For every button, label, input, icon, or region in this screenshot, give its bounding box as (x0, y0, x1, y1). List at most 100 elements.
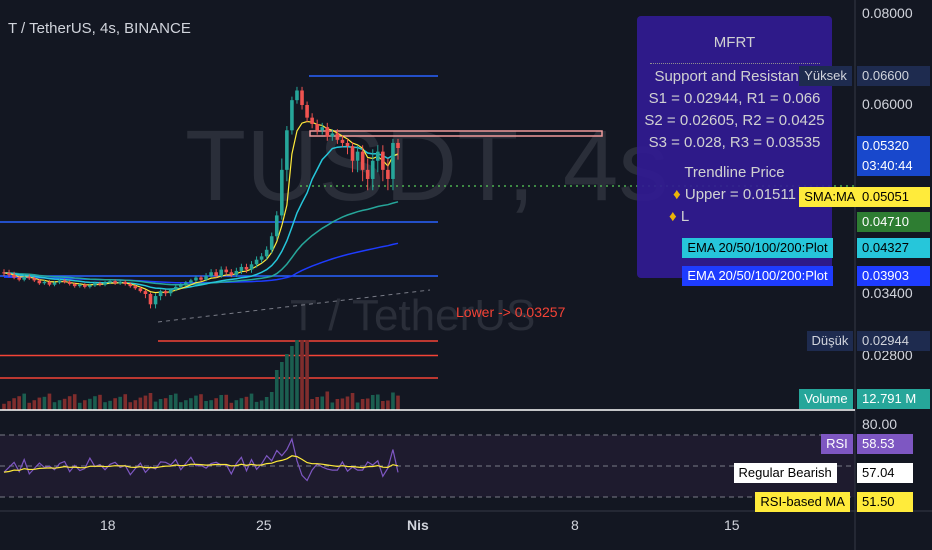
candle-body (310, 117, 314, 124)
trendline-lower (157, 289, 431, 323)
volume-bar (381, 401, 385, 410)
volume-bar (396, 395, 400, 410)
watermark-symbol: TUSDT, 4s (185, 110, 668, 222)
volume-bar (204, 401, 208, 410)
candle-body (391, 142, 395, 179)
candle-body (320, 127, 325, 131)
volume-bar (249, 393, 254, 410)
candles (2, 86, 400, 309)
candle-body (22, 276, 27, 280)
resistance-zone (309, 130, 603, 137)
candle-body (204, 276, 208, 280)
candle-body (168, 289, 173, 294)
candle-body (52, 282, 57, 285)
volume-bar (153, 401, 158, 410)
sr-line-2: S2 = 0.02605, R2 = 0.0425 (644, 112, 825, 129)
volume-bar (72, 394, 77, 410)
volume-bar (158, 399, 163, 410)
rsi-pane (0, 434, 855, 498)
price-tag-name: Düşük (806, 331, 854, 351)
candle-body (290, 100, 294, 131)
candle-body (67, 281, 72, 284)
candle-body (360, 151, 365, 170)
candle-body (7, 272, 11, 275)
volume-bar (108, 400, 112, 410)
volume-bar (199, 394, 203, 410)
candle-body (98, 283, 102, 285)
candle-body (88, 285, 92, 287)
volume-bar (280, 362, 284, 410)
x-tick-8: 8 (571, 517, 579, 533)
sr-line-1: S1 = 0.02944, R1 = 0.066 (648, 90, 821, 107)
volume-bar (375, 394, 380, 410)
candle-body (153, 296, 158, 305)
volume-bar (224, 394, 229, 410)
candle-body (138, 288, 143, 292)
volume-bar (264, 397, 269, 410)
diamond-icon: ♦ (669, 208, 677, 225)
candle-body (113, 281, 117, 284)
candle-body (305, 105, 309, 118)
volume-bar (244, 396, 249, 410)
rsi-tag-value: 57.04 (857, 463, 913, 483)
candle-body (280, 169, 284, 216)
volume-bar (184, 400, 188, 410)
candle-body (57, 280, 62, 283)
candle-body (194, 277, 198, 281)
volume-bar (67, 396, 72, 410)
trend-upper: ♦ Upper = 0.01511 (673, 186, 796, 203)
candle-body (2, 272, 6, 274)
volume-bar (62, 398, 67, 410)
volume-bar (77, 402, 82, 410)
volume-bar (254, 401, 259, 410)
candle-body (335, 133, 340, 140)
x-tick-18: 18 (100, 517, 116, 533)
candle-body (32, 278, 37, 281)
candle-body (330, 133, 335, 137)
candle-body (315, 123, 319, 131)
candle-body (77, 284, 82, 287)
price-tag-value: 0.04327 (857, 238, 930, 258)
candle-body (133, 286, 138, 289)
volume-bar (391, 392, 395, 410)
volume-bar (118, 396, 122, 410)
volume-bar (88, 398, 92, 410)
volume-bar (22, 393, 27, 410)
candle-body (264, 249, 269, 257)
volume-bar (173, 393, 178, 410)
price-tag-value: 12.791 M (857, 389, 930, 409)
volume-bar (128, 402, 133, 410)
volume-bar (83, 400, 87, 410)
candle-body (396, 142, 400, 148)
volume-bars (2, 340, 400, 410)
ema-200-line (3, 242, 399, 284)
x-tick-25: 25 (256, 517, 272, 533)
candle-body (184, 282, 188, 285)
rsi-tag-name: Regular Bearish (733, 463, 837, 483)
candle-body (158, 291, 163, 297)
price-tag-value: 0.02944 (857, 331, 930, 351)
price-tag-value: 0.06600 (857, 66, 930, 86)
rsi-tag-name: RSI (821, 434, 853, 454)
trend-lower: ♦ L (669, 208, 690, 225)
volume-bar (143, 395, 148, 410)
volume-bar (98, 394, 102, 410)
candle-body (325, 127, 330, 137)
rsi-tag-name: RSI-based MA (755, 492, 850, 512)
candle-body (108, 281, 112, 283)
price-axis-label: 0.02800 (862, 347, 913, 363)
volume-bar (123, 394, 128, 410)
volume-bar (133, 400, 138, 410)
volume-bar (340, 398, 345, 410)
countdown-tag: 03:40:44 (857, 156, 930, 176)
volume-bar (138, 397, 143, 410)
candle-body (93, 283, 97, 286)
price-tag-name: EMA 20/50/100/200:Plot (682, 266, 833, 286)
volume-bar (315, 397, 319, 410)
volume-bar (47, 393, 52, 410)
candle-body (72, 283, 77, 287)
candle-body (47, 281, 52, 285)
candle-body (345, 142, 350, 147)
volume-bar (2, 403, 6, 410)
volume-bar (32, 400, 37, 410)
